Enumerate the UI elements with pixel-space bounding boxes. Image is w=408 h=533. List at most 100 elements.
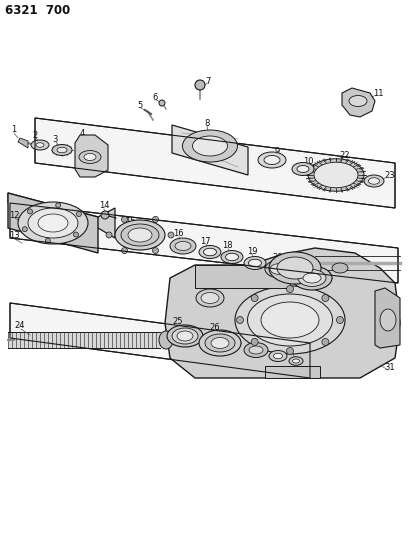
Polygon shape (265, 366, 320, 378)
Ellipse shape (292, 266, 332, 290)
Text: 23: 23 (385, 171, 395, 180)
Ellipse shape (258, 152, 286, 168)
Circle shape (73, 232, 78, 237)
Circle shape (56, 203, 61, 208)
Ellipse shape (201, 293, 219, 303)
Ellipse shape (170, 238, 196, 254)
Text: 22: 22 (340, 150, 350, 159)
Text: 6: 6 (152, 93, 157, 102)
Polygon shape (35, 118, 395, 208)
Ellipse shape (244, 343, 268, 358)
Text: 13: 13 (9, 231, 19, 240)
Ellipse shape (270, 263, 290, 274)
Circle shape (337, 317, 344, 324)
Polygon shape (195, 265, 290, 288)
Ellipse shape (196, 289, 224, 307)
Polygon shape (375, 288, 400, 348)
Ellipse shape (31, 140, 49, 150)
Ellipse shape (235, 286, 345, 354)
Ellipse shape (248, 294, 333, 346)
Ellipse shape (249, 346, 263, 354)
Ellipse shape (269, 252, 321, 284)
Ellipse shape (36, 143, 44, 147)
Polygon shape (172, 125, 248, 175)
Text: 31: 31 (385, 364, 395, 373)
Text: 10: 10 (303, 157, 313, 166)
Ellipse shape (79, 150, 101, 164)
Circle shape (76, 212, 82, 216)
Text: 25: 25 (173, 317, 183, 326)
Text: 9: 9 (274, 148, 279, 157)
Polygon shape (18, 138, 28, 148)
Polygon shape (165, 248, 400, 378)
Text: 2: 2 (32, 131, 38, 140)
Circle shape (153, 216, 158, 222)
Ellipse shape (211, 337, 229, 349)
Text: 4: 4 (80, 128, 84, 138)
Ellipse shape (265, 260, 295, 278)
Polygon shape (8, 332, 160, 348)
Polygon shape (10, 203, 398, 283)
Text: 19: 19 (247, 246, 257, 255)
Ellipse shape (273, 353, 282, 359)
Text: 8: 8 (204, 118, 210, 127)
Ellipse shape (182, 130, 237, 162)
Text: 11: 11 (373, 88, 383, 98)
Circle shape (159, 100, 165, 106)
Ellipse shape (28, 208, 78, 238)
Ellipse shape (199, 330, 241, 356)
Ellipse shape (177, 331, 193, 341)
Circle shape (195, 80, 205, 90)
Ellipse shape (297, 166, 309, 173)
Text: 1: 1 (11, 125, 17, 134)
Circle shape (101, 211, 109, 219)
Polygon shape (8, 193, 98, 253)
Ellipse shape (349, 95, 367, 107)
Ellipse shape (128, 228, 152, 242)
Circle shape (237, 317, 244, 324)
Ellipse shape (193, 136, 228, 156)
Ellipse shape (269, 351, 287, 361)
Text: 28: 28 (269, 338, 279, 348)
Ellipse shape (172, 328, 198, 344)
Circle shape (286, 286, 293, 293)
Text: 7: 7 (205, 77, 211, 85)
Circle shape (122, 248, 128, 254)
Text: 17: 17 (200, 237, 210, 246)
Ellipse shape (18, 202, 88, 244)
Ellipse shape (314, 162, 358, 188)
Ellipse shape (226, 253, 239, 261)
Text: 29: 29 (288, 343, 298, 352)
Text: 27: 27 (247, 333, 257, 342)
Circle shape (153, 248, 158, 254)
Circle shape (251, 295, 258, 302)
Ellipse shape (175, 241, 191, 251)
Text: 24: 24 (15, 321, 25, 330)
Polygon shape (75, 135, 108, 177)
Circle shape (22, 227, 27, 232)
Ellipse shape (167, 325, 203, 347)
Text: 30: 30 (317, 276, 327, 285)
Ellipse shape (380, 309, 396, 331)
Ellipse shape (292, 163, 314, 175)
Circle shape (322, 338, 329, 345)
Ellipse shape (84, 154, 96, 160)
Ellipse shape (221, 251, 243, 263)
Circle shape (27, 209, 33, 214)
Text: 20: 20 (273, 253, 283, 262)
Ellipse shape (293, 359, 299, 363)
Ellipse shape (248, 259, 262, 266)
Text: 21: 21 (308, 261, 318, 270)
Ellipse shape (205, 334, 235, 352)
Ellipse shape (159, 331, 173, 349)
Circle shape (106, 232, 112, 238)
Ellipse shape (261, 302, 319, 338)
Text: 18: 18 (222, 241, 232, 251)
Ellipse shape (204, 248, 217, 256)
Text: 5: 5 (137, 101, 143, 110)
Ellipse shape (332, 263, 348, 273)
Ellipse shape (303, 273, 321, 283)
Circle shape (322, 295, 329, 302)
Polygon shape (8, 193, 115, 238)
Ellipse shape (298, 270, 326, 287)
